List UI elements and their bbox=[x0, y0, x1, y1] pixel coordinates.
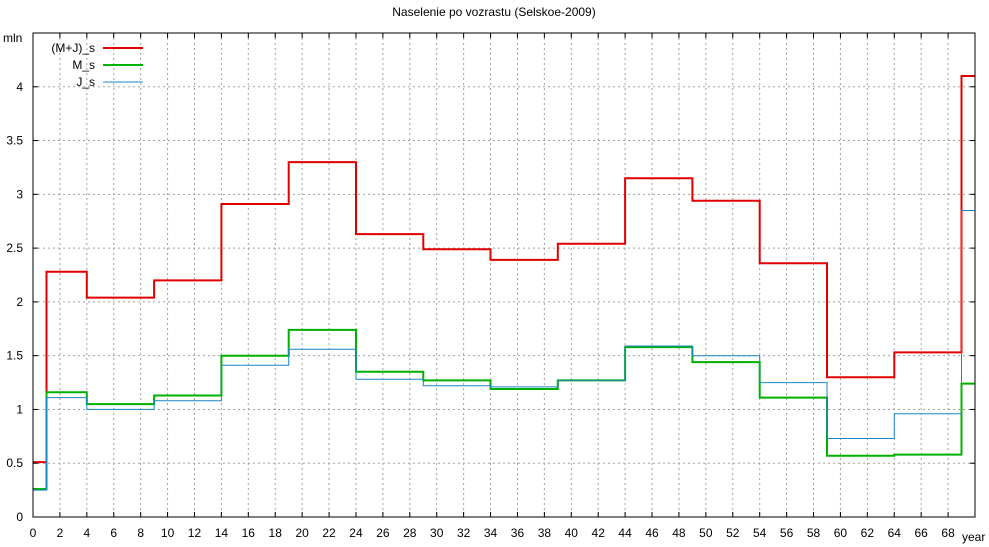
x-tick-label: 42 bbox=[592, 526, 606, 540]
plot-frame bbox=[32, 32, 976, 518]
y-axis-label: mln bbox=[3, 31, 22, 45]
x-tick-label: 12 bbox=[188, 526, 202, 540]
x-tick-label: 32 bbox=[457, 526, 471, 540]
y-tick-label: 0 bbox=[16, 510, 23, 524]
x-tick-label: 60 bbox=[834, 526, 848, 540]
ticks: 0 2 4 6 8 10 12 14 16 18 20 22 24 26 28 30 32 34 36 38 40 42 4… bbox=[6, 33, 975, 540]
x-axis-label: year bbox=[962, 530, 985, 544]
legend-label: (M+J)_s bbox=[51, 41, 95, 55]
legend-label: M_s bbox=[72, 58, 95, 72]
x-tick-label: 28 bbox=[403, 526, 417, 540]
y-tick-label: 1 bbox=[16, 402, 23, 416]
x-tick-label: 36 bbox=[511, 526, 525, 540]
x-tick-label: 66 bbox=[914, 526, 928, 540]
y-tick-label: 3.5 bbox=[6, 134, 23, 148]
x-tick-label: 38 bbox=[538, 526, 552, 540]
x-tick-label: 18 bbox=[269, 526, 283, 540]
y-tick-label: 2.5 bbox=[6, 241, 23, 255]
x-tick-label: 34 bbox=[484, 526, 498, 540]
x-tick-label: 10 bbox=[161, 526, 175, 540]
x-tick-label: 22 bbox=[322, 526, 336, 540]
x-tick-label: 64 bbox=[888, 526, 902, 540]
x-tick-label: 62 bbox=[861, 526, 875, 540]
x-tick-label: 2 bbox=[57, 526, 64, 540]
x-tick-label: 68 bbox=[941, 526, 955, 540]
x-tick-label: 6 bbox=[110, 526, 117, 540]
x-tick-label: 44 bbox=[618, 526, 632, 540]
chart-title: Naselenie po vozrastu (Selskoe-2009) bbox=[392, 5, 595, 19]
series-line-3 bbox=[33, 210, 975, 491]
x-tick-label: 56 bbox=[780, 526, 794, 540]
y-tick-label: 3 bbox=[16, 187, 23, 201]
x-tick-label: 0 bbox=[30, 526, 37, 540]
y-tick-label: 1.5 bbox=[6, 349, 23, 363]
x-tick-label: 48 bbox=[672, 526, 686, 540]
x-tick-label: 26 bbox=[376, 526, 390, 540]
legend: (M+J)_s M_s J_s bbox=[51, 41, 143, 89]
x-tick-label: 52 bbox=[726, 526, 740, 540]
x-tick-label: 30 bbox=[430, 526, 444, 540]
x-tick-label: 20 bbox=[295, 526, 309, 540]
grid bbox=[33, 33, 975, 517]
y-tick-label: 0.5 bbox=[6, 456, 23, 470]
y-tick-label: 4 bbox=[16, 80, 23, 94]
x-tick-label: 24 bbox=[349, 526, 363, 540]
series-line-1 bbox=[33, 75, 975, 464]
x-tick-label: 8 bbox=[137, 526, 144, 540]
x-tick-label: 54 bbox=[753, 526, 767, 540]
x-tick-label: 58 bbox=[807, 526, 821, 540]
x-tick-label: 16 bbox=[242, 526, 256, 540]
x-tick-label: 40 bbox=[565, 526, 579, 540]
x-tick-label: 14 bbox=[215, 526, 229, 540]
y-tick-label: 2 bbox=[16, 295, 23, 309]
legend-label: J_s bbox=[76, 75, 95, 89]
series-layer bbox=[33, 75, 975, 491]
x-tick-label: 4 bbox=[83, 526, 90, 540]
x-tick-label: 46 bbox=[645, 526, 659, 540]
x-tick-label: 50 bbox=[699, 526, 713, 540]
